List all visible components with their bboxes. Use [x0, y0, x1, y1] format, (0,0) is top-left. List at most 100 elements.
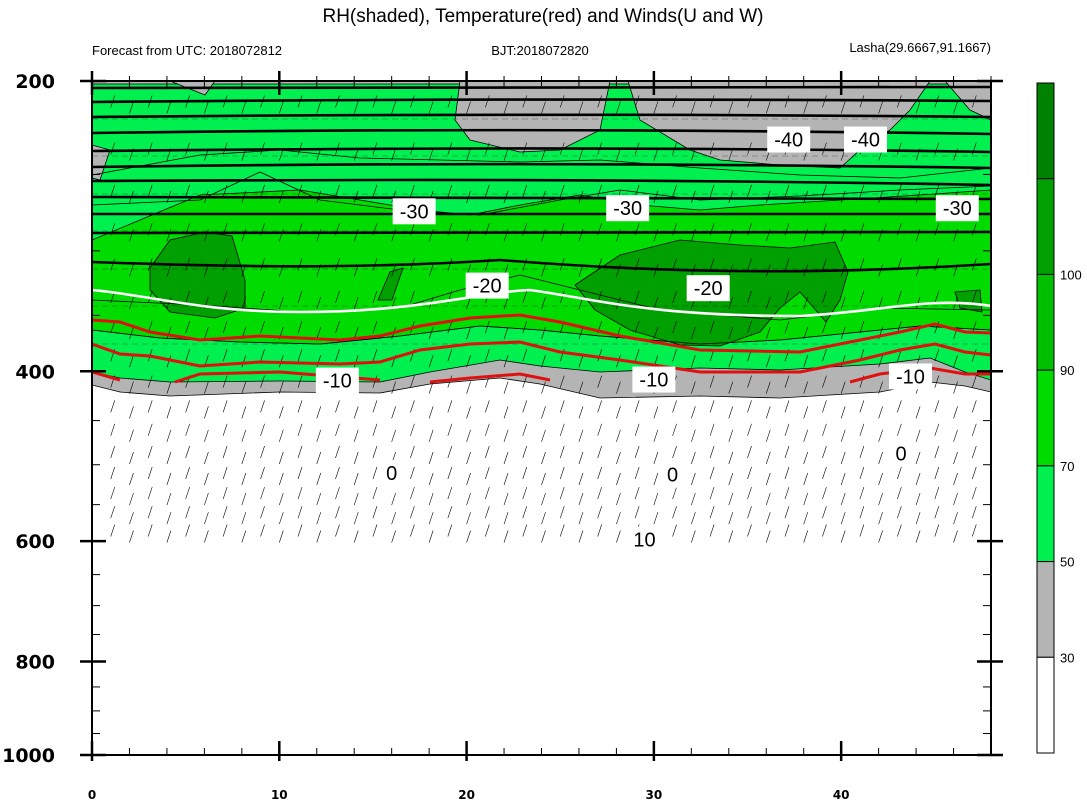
wind-barb	[428, 229, 434, 242]
wind-barb	[765, 381, 771, 394]
wind-barb	[204, 406, 209, 419]
wind-barb	[541, 512, 546, 525]
contour-label-box	[686, 275, 730, 302]
wind-barb	[129, 381, 134, 394]
wind-barb	[485, 524, 490, 537]
wind-barb	[822, 290, 827, 304]
wind-barb	[728, 406, 734, 419]
wind-barb	[110, 184, 116, 197]
wind-barb	[691, 472, 696, 486]
wind-barb	[353, 406, 359, 419]
wind-barb	[279, 472, 284, 486]
wind-barb	[691, 492, 696, 506]
wind-barb	[803, 381, 808, 394]
wind-barb	[897, 142, 902, 155]
wind-barb	[878, 190, 883, 203]
wind-barb	[578, 327, 584, 340]
wind-barb	[728, 512, 734, 525]
wind-barb	[260, 321, 265, 334]
wind-barb	[747, 258, 752, 271]
wind-barb	[241, 381, 247, 394]
wind-barb	[147, 506, 153, 519]
wind-barb	[597, 524, 602, 537]
wind-barb	[185, 445, 190, 459]
wind-barb	[485, 321, 490, 334]
colorbar-box	[1036, 561, 1055, 658]
wind-barb	[934, 142, 940, 155]
wind-barb	[934, 445, 940, 459]
wind-barb	[953, 472, 958, 486]
wind-barb	[859, 466, 865, 480]
colorbar-box	[1036, 82, 1055, 180]
wind-barb	[185, 423, 190, 436]
wind-barb	[466, 296, 471, 310]
wind-barb	[222, 486, 228, 500]
y-tick-label: 200	[15, 71, 55, 93]
wind-barb	[241, 229, 247, 242]
wind-barb	[822, 184, 827, 197]
wind-barb	[541, 355, 546, 368]
wind-barb	[204, 530, 209, 543]
wind-barb	[372, 423, 378, 436]
wind-barb	[335, 524, 340, 537]
wind-barb	[335, 486, 340, 500]
contour-label: -30	[400, 201, 429, 223]
wind-barb	[503, 355, 509, 368]
wind-barb	[897, 506, 902, 519]
wind-barb	[260, 375, 265, 388]
wind-barb	[241, 512, 247, 525]
wind-barb	[691, 190, 696, 203]
wind-barb	[840, 101, 846, 114]
wind-barb	[691, 429, 696, 442]
wind-barb	[559, 506, 565, 519]
wind-barb	[166, 492, 172, 506]
wind-barb	[765, 101, 771, 114]
wind-barb	[485, 349, 490, 362]
wind-barb	[222, 423, 228, 436]
wind-barb	[391, 512, 396, 525]
wind-barb	[447, 524, 453, 537]
wind-barb	[110, 258, 116, 271]
y-tick-labels: 200 400 600 800 1000	[2, 71, 55, 767]
wind-barb	[110, 142, 116, 155]
wind-barb	[953, 355, 958, 368]
wind-barb	[559, 466, 565, 480]
wind-barb	[147, 486, 153, 500]
wind-barb	[559, 95, 565, 108]
wind-barb	[897, 423, 902, 436]
wind-barb	[859, 258, 865, 271]
wind-barb	[353, 451, 359, 465]
wind-barb	[260, 258, 265, 271]
wind-barb	[297, 506, 303, 519]
wind-barb	[147, 466, 153, 480]
colorbar-box	[1036, 465, 1055, 563]
isotherm-black	[92, 258, 991, 273]
wind-barb	[147, 524, 153, 537]
wind-barb	[391, 264, 396, 277]
wind-barb	[316, 512, 322, 525]
wind-barb	[971, 349, 977, 362]
wind-barb	[803, 101, 808, 114]
wind-barb	[335, 349, 340, 362]
wind-barb	[784, 506, 790, 519]
wind-barb	[447, 184, 453, 197]
wind-barb	[129, 492, 134, 506]
wind-barb	[747, 290, 752, 304]
wind-barb	[915, 327, 921, 340]
wind-barb	[522, 466, 528, 480]
wind-barb	[466, 472, 471, 486]
wind-barb	[522, 321, 528, 334]
wind-barb	[335, 321, 340, 334]
wind-barb	[222, 400, 228, 413]
wind-barb	[447, 423, 453, 436]
wind-barb	[747, 321, 752, 334]
isotherm-black	[92, 85, 991, 90]
wind-barb	[728, 472, 734, 486]
wind-barb	[840, 472, 846, 486]
isotherm-zero	[92, 288, 991, 318]
wind-barb	[129, 101, 134, 114]
wind-barb	[672, 506, 677, 519]
wind-barb	[297, 423, 303, 436]
contour-label-box	[890, 440, 912, 467]
wind-barb	[784, 321, 790, 334]
